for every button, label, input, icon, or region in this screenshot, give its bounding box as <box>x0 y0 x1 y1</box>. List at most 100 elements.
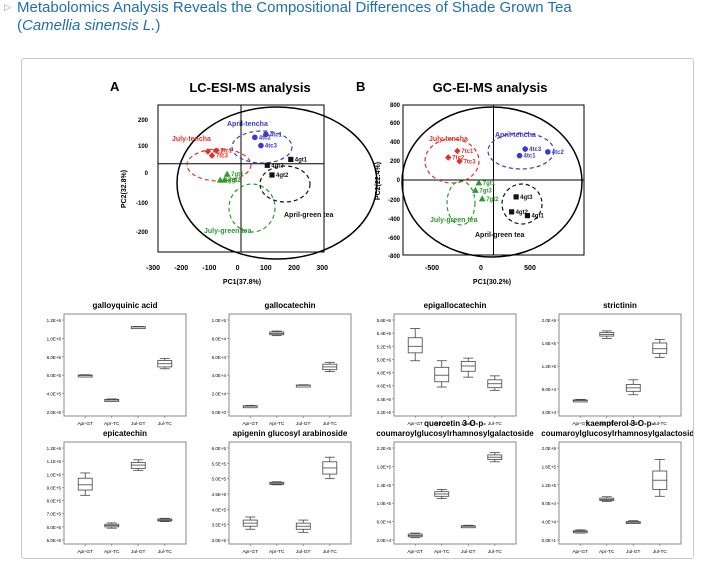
point-label: 7gt1 <box>483 181 496 187</box>
boxplot-title: epigallocatechin <box>424 301 487 310</box>
figure-frame: A LC-ESI-MS analysis -300 -200 -100 0 100 200 30… <box>21 58 699 559</box>
x-tick-label: -100 <box>202 265 216 272</box>
page-header: ▷ Metabolomics Analysis Reveals the Comp… <box>0 0 702 40</box>
x-tick-label: Jul-GT <box>626 421 640 427</box>
y-tick-label: 8.0E+4 <box>212 336 227 341</box>
y-tick-label: 1.4E+5 <box>377 483 392 488</box>
y-tick-label: 4.8E+6 <box>377 371 392 376</box>
pca-panel-b: B GC-EI-MS analysis -500 0 500 800 600 400 200 0 -… <box>356 79 585 286</box>
group-label: April-tencha <box>495 132 536 139</box>
scatter-point <box>513 194 519 200</box>
y-tick-label: 4.4E+6 <box>377 397 392 402</box>
point-label: 7gt2 <box>228 178 241 184</box>
boxplot-title-line2: coumaroylglucosylrhamnosylgalactoside <box>541 429 693 438</box>
y-tick-label: 4.0E+5 <box>47 392 62 397</box>
y-tick-label: 8.0E+5 <box>47 355 62 360</box>
boxplot-title-line1: quercetin 3-O-p- <box>424 419 486 428</box>
box <box>460 525 476 529</box>
group-label: April-green tea <box>284 212 334 219</box>
x-tick-label: Jul-TC <box>323 421 338 427</box>
x-tick-label: Jul-TC <box>653 549 668 555</box>
point-label: 7tc2 <box>452 156 465 162</box>
y-tick-label: 1.8E+5 <box>377 464 392 469</box>
boxplot-frame <box>63 441 187 545</box>
x-tick-label: Jul-GT <box>626 549 640 555</box>
x-tick-label: Apr-GT <box>572 421 588 427</box>
boxplot-frame <box>393 313 517 417</box>
point-label: 4tc3 <box>529 147 542 153</box>
boxplot-panel: strictinin 2.0E+5 1.6E+5 1.2E+5 8.0E+4 4.0E+4… <box>542 301 682 427</box>
x-tick-label: Apr-GT <box>242 421 258 427</box>
scatter-point <box>223 170 231 177</box>
point-label: 7tc3 <box>464 159 477 165</box>
y-tick-label: 200 <box>138 118 149 124</box>
y-tick-label: 8.0E+4 <box>542 501 557 506</box>
box <box>407 337 423 354</box>
y-tick-label: -100 <box>136 201 149 207</box>
scatter-point <box>264 162 270 168</box>
scatter-point <box>545 149 551 155</box>
boxplot-panel: galloyquinic acid 1.2E+6 1.0E+6 8.0E+5 6.0E+… <box>47 301 187 427</box>
y-tick-label: 600 <box>390 121 401 127</box>
box <box>652 342 668 354</box>
y-tick-label: 0.0E+0 <box>212 410 227 415</box>
x-tick-label: 200 <box>288 265 300 272</box>
x-tick-label: 100 <box>260 265 272 272</box>
confidence-ellipse <box>176 106 378 260</box>
x-tick-label: -500 <box>425 265 439 272</box>
scatter-point <box>263 131 269 138</box>
y-tick-label: 2.0E+5 <box>542 446 557 451</box>
article-title-line1: Metabolomics Analysis Reveals the Compos… <box>17 0 572 16</box>
y-tick-label: 2.2E+5 <box>377 446 392 451</box>
y-tick-label: 1.2E+5 <box>542 364 557 369</box>
x-tick-label: Apr-GT <box>407 549 423 555</box>
point-label: 4tc1 <box>524 154 537 160</box>
y-tick-label: 2.0E+4 <box>377 538 392 543</box>
boxplot-title: gallocatechin <box>264 301 315 310</box>
y-tick-label: -800 <box>388 254 401 260</box>
y-tick-label: 0 <box>397 178 401 184</box>
scatter-point <box>258 142 264 149</box>
group-label: July-tencha <box>429 136 468 143</box>
y-tick-label: 4.0E+4 <box>212 373 227 378</box>
y-tick-label: 4.2E+6 <box>377 410 392 415</box>
x-tick-label: Apr-TC <box>434 549 450 555</box>
y-tick-label: 5.6E+6 <box>377 318 392 323</box>
x-tick-label: Jul-GT <box>131 421 145 427</box>
y-tick-label: 4.5E+5 <box>212 492 227 497</box>
x-tick-label: Apr-TC <box>434 421 450 427</box>
point-label: 7tc1 <box>220 149 233 155</box>
x-tick-label: Apr-TC <box>269 421 285 427</box>
boxplot-title-line1: kaempferol 3-O-p- <box>586 419 655 428</box>
y-tick-label: 1.0E+5 <box>212 318 227 323</box>
y-tick-label: 4.0E+4 <box>542 410 557 415</box>
pca-panel-a: A LC-ESI-MS analysis -300 -200 -100 0 100 200 30… <box>110 79 378 286</box>
y-axis-label: PC2(22.4%) <box>375 162 382 200</box>
boxplot-title: apigenin glucosyl arabinoside <box>233 429 348 438</box>
y-tick-label: 5.0E+6 <box>377 357 392 362</box>
group-label: April-tencha <box>227 121 268 128</box>
y-tick-label: 1.2E+5 <box>542 483 557 488</box>
point-label: 4gt2 <box>516 210 529 216</box>
x-tick-label: Jul-TC <box>653 421 668 427</box>
x-tick-label: -200 <box>174 265 188 272</box>
point-label: 4tc3 <box>265 144 278 150</box>
x-tick-label: Apr-GT <box>77 421 93 427</box>
y-tick-label: 3.0E+5 <box>212 538 227 543</box>
group-ellipse <box>487 132 555 170</box>
y-tick-label: 5.0E+5 <box>47 538 62 543</box>
boxplot-title-line2: coumaroylglucosylrhamnosylgalactoside <box>376 429 534 438</box>
scatter-point <box>252 134 258 141</box>
y-tick-label: 2.0E+5 <box>542 318 557 323</box>
point-label: 7gt2 <box>486 197 499 203</box>
boxplot-panel: apigenin glucosyl arabinoside 6.0E+5 5.5E+… <box>212 429 352 555</box>
x-tick-label: Jul-TC <box>488 421 503 427</box>
x-tick-label: Jul-GT <box>296 421 310 427</box>
y-tick-label: -200 <box>388 198 401 204</box>
y-tick-label: 1.1E+6 <box>47 459 62 464</box>
box <box>77 477 93 491</box>
boxplot-frame <box>228 313 352 417</box>
boxplot-panel: gallocatechin 1.0E+5 8.0E+4 6.0E+4 4.0E+4 2.0… <box>212 301 352 427</box>
y-tick-label: 1.6E+5 <box>542 341 557 346</box>
point-label: 7tc1 <box>461 149 474 155</box>
